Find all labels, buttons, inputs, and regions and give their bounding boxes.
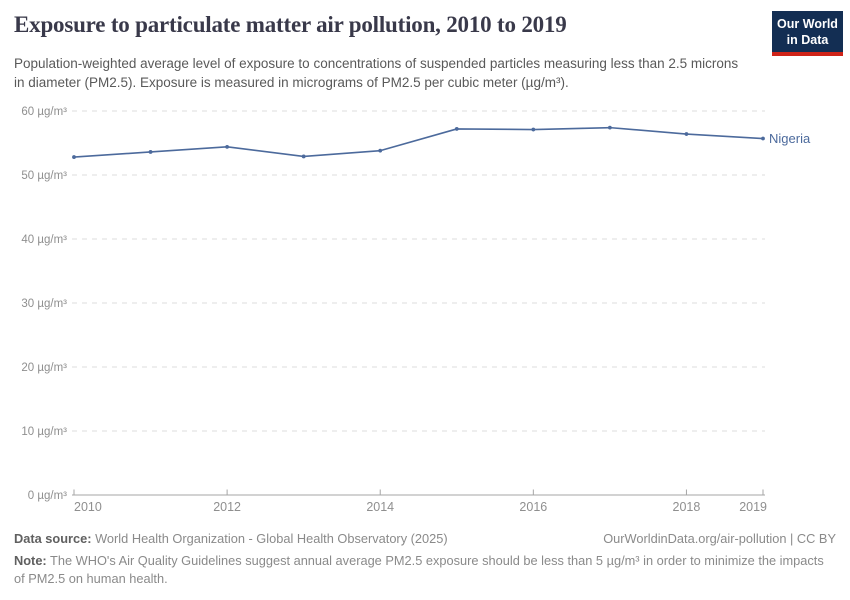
footer-source-row: Data source: World Health Organization -… (14, 531, 836, 546)
owid-license-link[interactable]: OurWorldinData.org/air-pollution | CC BY (603, 531, 836, 546)
data-line (73, 126, 764, 158)
y-tick-label: 60 µg/m³ (21, 106, 67, 118)
data-source-text: World Health Organization - Global Healt… (91, 531, 448, 546)
page-title: Exposure to particulate matter air pollu… (14, 12, 567, 37)
data-point (378, 148, 383, 153)
y-tick-label: 30 µg/m³ (21, 298, 67, 310)
x-tick-label: 2012 (213, 500, 241, 514)
owid-logo: Our World in Data (772, 11, 843, 56)
x-tick-label: 2019 (739, 500, 767, 514)
owid-logo-line1: Our World (777, 17, 838, 31)
y-tick-label: 40 µg/m³ (21, 234, 67, 246)
data-point (72, 155, 76, 159)
series-label: Nigeria (769, 131, 811, 146)
y-tick-label: 10 µg/m³ (21, 426, 67, 438)
data-source: Data source: World Health Organization -… (14, 531, 448, 546)
x-tick-label: 2014 (366, 500, 394, 514)
chart-subtitle: Population-weighted average level of exp… (14, 56, 739, 90)
data-source-label: Data source: (14, 531, 92, 546)
y-tick-label: 50 µg/m³ (21, 170, 67, 182)
note-text: The WHO's Air Quality Guidelines suggest… (14, 553, 824, 587)
data-point (454, 127, 459, 131)
data-point (684, 132, 689, 136)
footer-note: Note: The WHO's Air Quality Guidelines s… (14, 552, 828, 588)
x-tick-label: 2018 (673, 500, 701, 514)
note-label: Note: (14, 553, 47, 568)
x-tick-label: 2016 (519, 500, 547, 514)
data-point (607, 125, 612, 130)
data-point (148, 150, 153, 154)
data-point (531, 127, 536, 132)
owid-logo-line2: in Data (786, 33, 829, 47)
line-chart: 0 µg/m³ 10 µg/m³ 20 µg/m³ 30 µg/m³ 40 µg/m³ 5… (21, 106, 811, 514)
y-tick-label: 0 µg/m³ (28, 490, 67, 502)
y-tick-label: 20 µg/m³ (21, 362, 67, 374)
x-tick-label: 2010 (74, 500, 102, 514)
data-point (225, 144, 230, 149)
data-point (301, 154, 306, 159)
data-point (761, 136, 765, 141)
